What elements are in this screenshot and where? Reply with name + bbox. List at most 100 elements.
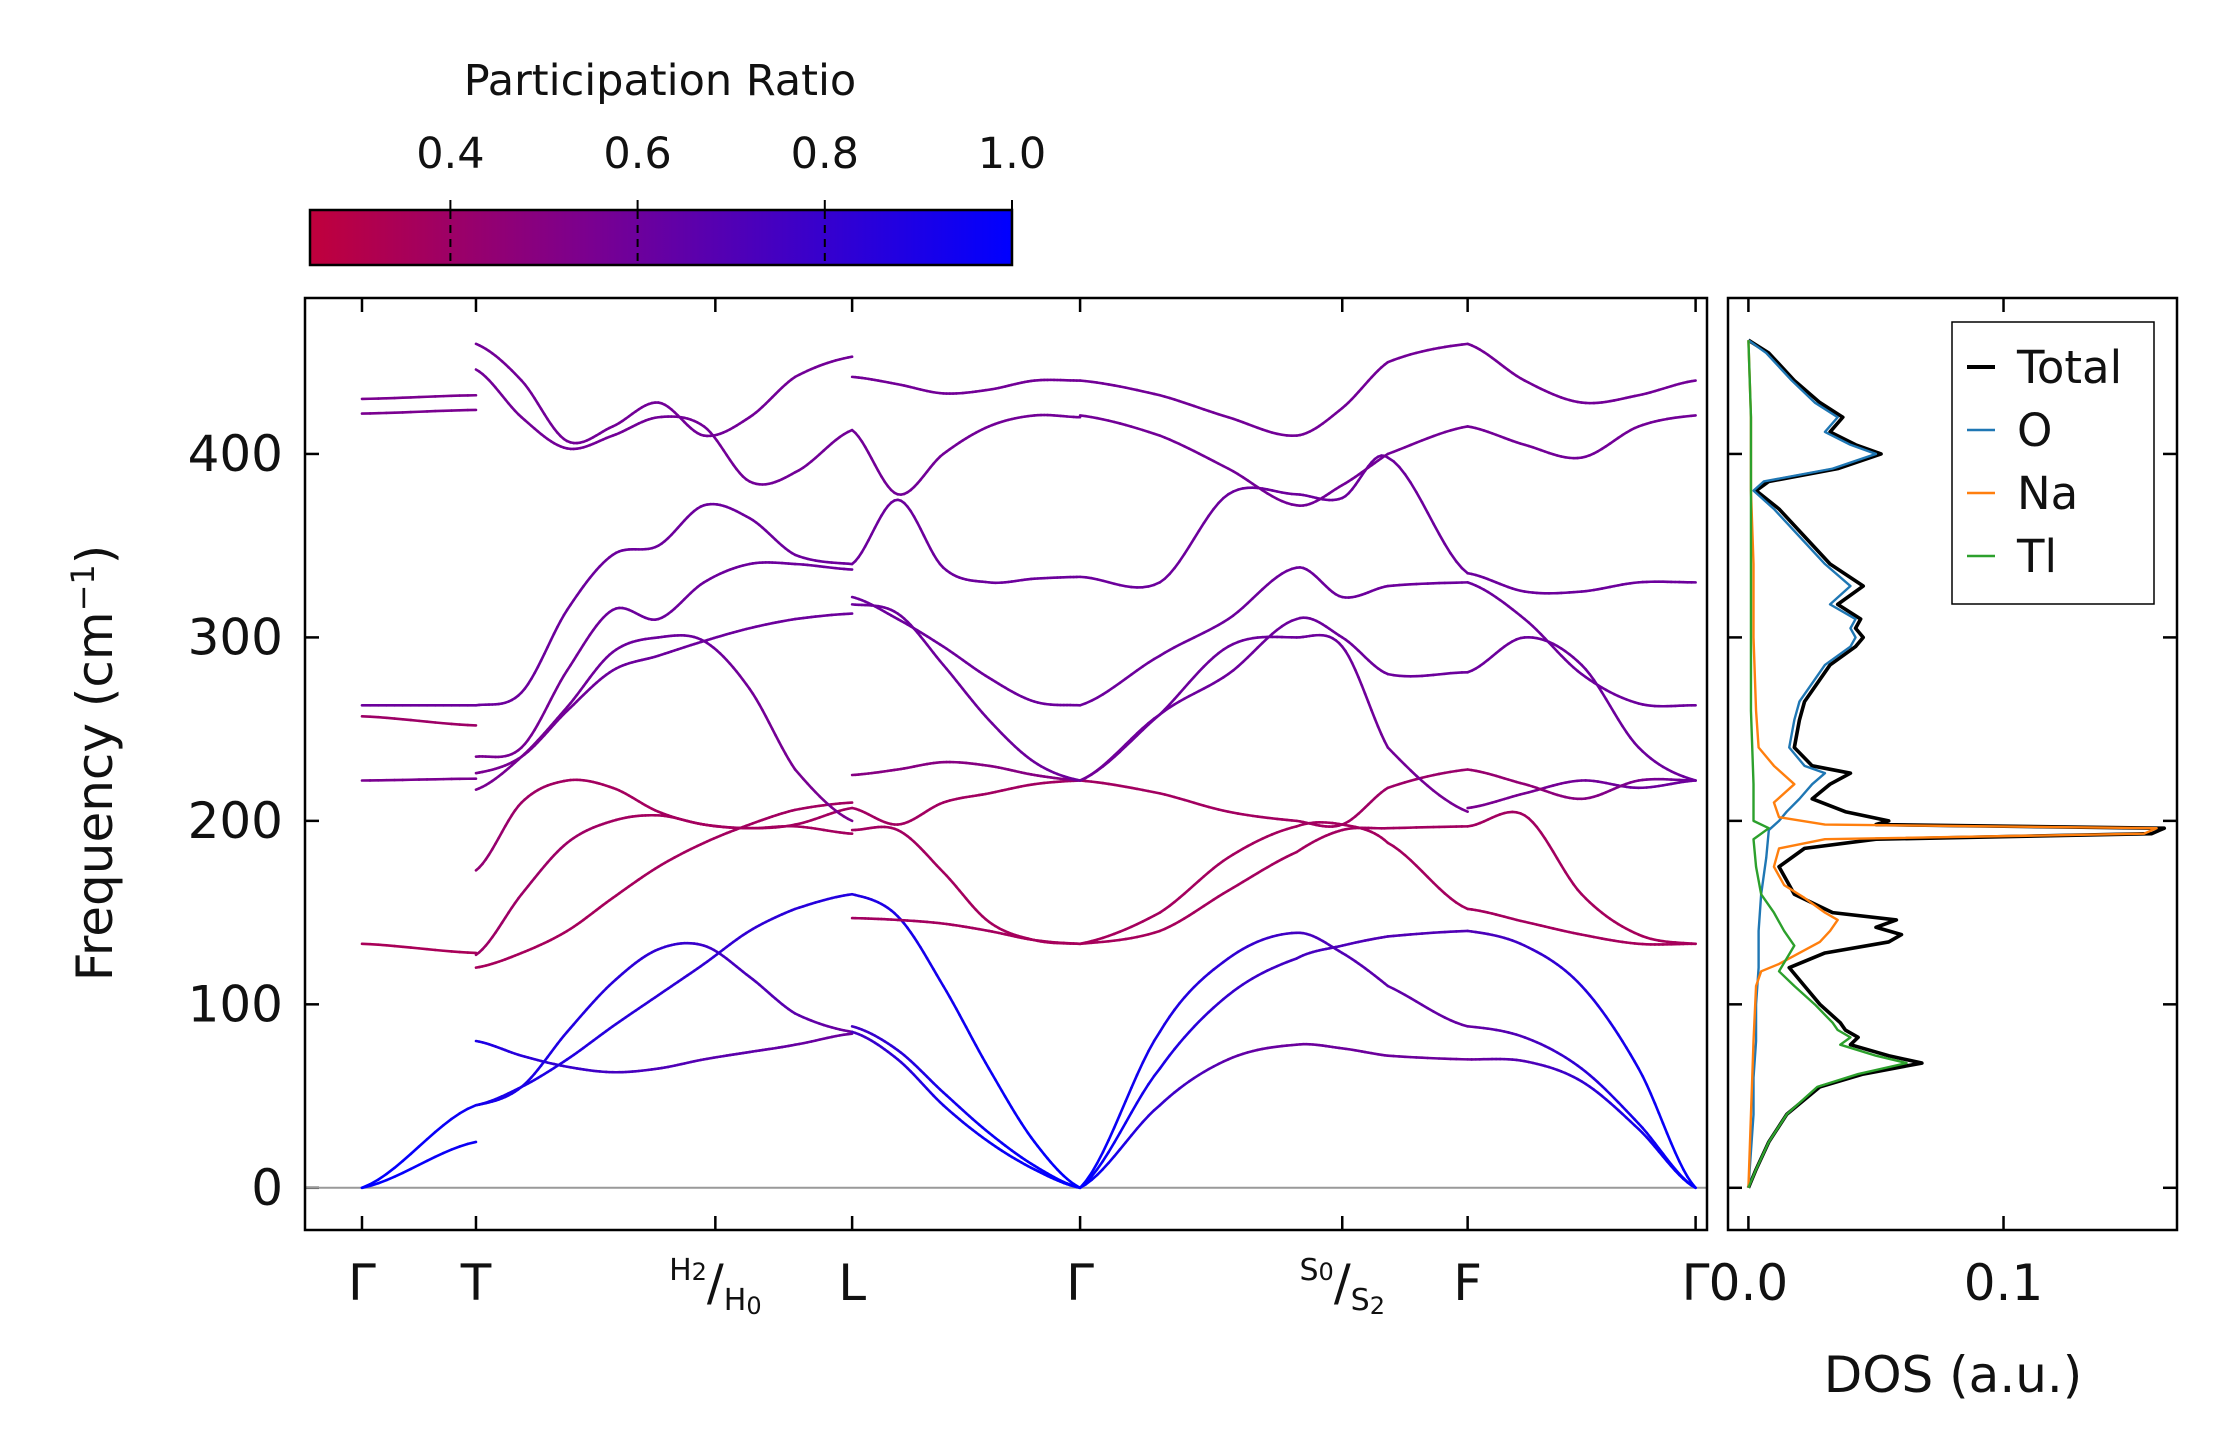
band-seg3-branch9 — [1420, 500, 1430, 515]
band-seg0-branch4 — [442, 721, 453, 726]
band-seg0-branch4 — [458, 723, 470, 727]
band-x-tick-label: T — [460, 1254, 492, 1312]
band-seg0-branch2 — [450, 950, 461, 954]
band-seg3-branch9 — [1415, 490, 1424, 504]
band-seg0-branch0 — [466, 1103, 478, 1111]
band-seg3-branch2 — [1095, 1150, 1105, 1165]
band-seg3-branch0 — [1147, 1108, 1156, 1118]
band-seg3-branch4 — [1432, 881, 1441, 890]
band-seg4-branch2 — [1637, 1067, 1644, 1078]
band-seg0-branch4 — [393, 717, 405, 721]
band-seg3-branch4 — [1420, 870, 1430, 879]
band-seg3-branch1 — [1168, 1047, 1176, 1057]
band-seg0-branch4 — [376, 715, 388, 720]
band-seg4-branch4 — [1559, 863, 1567, 874]
phonon-bands — [360, 342, 1697, 1190]
band-seg0-branch2 — [385, 944, 396, 948]
band-seg0-branch2 — [401, 945, 413, 949]
band-x-tick-label: L — [838, 1254, 866, 1312]
band-seg3-branch7 — [1118, 743, 1127, 752]
colorbar-tick-labels: 0.4 0.6 0.8 1.0 — [416, 129, 1046, 179]
colorbar-tick-label: 0.4 — [416, 129, 484, 179]
band-seg4-branch2 — [1641, 1074, 1649, 1086]
band-seg0-branch1 — [425, 1155, 437, 1163]
band-structure-panel: Γ T H2/H0 L Γ S0/S2 F Γ 0 100 200 300 400 Frequency… — [64, 296, 1710, 1320]
band-seg0-branch0 — [368, 1178, 380, 1186]
band-seg4-branch7 — [1604, 697, 1612, 708]
band-seg0-branch0 — [442, 1117, 453, 1127]
colorbar-gradient — [308, 208, 1014, 267]
legend-label-na: Na — [2017, 467, 2078, 520]
band-y-tick-label: 0 — [251, 1159, 283, 1217]
band-seg4-branch7 — [1690, 777, 1697, 782]
band-seg4-branch2 — [1678, 1160, 1685, 1171]
band-seg3-branch7 — [1124, 737, 1133, 746]
dos-curve-total — [1746, 338, 2167, 1189]
band-x-tick-label: Γ — [1682, 1254, 1710, 1312]
band-seg3-branch1 — [1118, 1121, 1127, 1135]
band-seg1-branch6 — [846, 817, 854, 823]
band-seg3-branch9 — [1207, 507, 1215, 518]
band-seg0-branch2 — [417, 947, 429, 951]
band-seg3-branch4 — [1426, 875, 1435, 885]
band-seg3-branch0 — [1101, 1161, 1110, 1171]
band-seg4-branch2 — [1629, 1053, 1636, 1063]
band-seg0-branch1 — [401, 1167, 413, 1175]
band-seg0-branch4 — [401, 717, 413, 722]
band-seg3-branch9 — [1202, 514, 1211, 525]
band-seg0-branch1 — [393, 1171, 405, 1178]
band-y-tick-label: 300 — [188, 608, 283, 666]
band-seg0-branch0 — [385, 1166, 396, 1176]
band-x-tick-label: H2/H0 — [669, 1253, 762, 1320]
band-seg0-branch1 — [368, 1181, 380, 1188]
band-seg3-branch2 — [1158, 1022, 1167, 1034]
band-seg3-branch1 — [1112, 1131, 1122, 1144]
band-seg3-branch6 — [1403, 763, 1412, 772]
band-seg0-branch0 — [425, 1130, 437, 1141]
band-seg3-branch6 — [1409, 769, 1418, 778]
band-seg0-branch1 — [417, 1159, 429, 1167]
colorbar-tick-label: 1.0 — [978, 129, 1046, 179]
band-seg3-branch2 — [1078, 1179, 1088, 1190]
colorbar-ticks — [449, 200, 1013, 264]
band-seg3-branch6 — [1373, 717, 1380, 728]
band-seg3-branch0 — [1112, 1148, 1122, 1158]
dos-x-tick-label: 0.0 — [1709, 1254, 1789, 1312]
colorbar-title: Participation Ratio — [464, 56, 857, 106]
band-seg3-branch6 — [1353, 668, 1360, 679]
dos-x-tick-labels: 0.0 0.1 — [1709, 1254, 2044, 1312]
band-seg0-branch0 — [433, 1123, 445, 1134]
band-seg3-branch0 — [1141, 1114, 1150, 1124]
band-seg0-branch4 — [385, 716, 396, 720]
dos-x-axis-label: DOS (a.u.) — [1824, 1346, 2083, 1404]
band-seg4-branch2 — [1682, 1168, 1689, 1178]
band-seg3-branch1 — [1090, 1168, 1099, 1178]
band-seg3-branch4 — [1409, 858, 1418, 867]
band-seg0-branch2 — [442, 949, 453, 953]
band-seg3-branch6 — [1370, 709, 1377, 720]
band-seg3-branch9 — [1197, 521, 1206, 533]
band-seg0-branch1 — [360, 1184, 372, 1190]
band-seg3-branch6 — [1124, 739, 1133, 748]
band-seg4-branch4 — [1555, 857, 1563, 867]
band-seg4-branch2 — [1653, 1102, 1661, 1115]
band-seg4-branch7 — [1612, 711, 1620, 721]
band-seg4-branch2 — [1657, 1112, 1665, 1125]
band-seg3-branch2 — [1168, 1008, 1176, 1018]
band-seg0-branch1 — [442, 1148, 453, 1155]
band-seg0-branch0 — [458, 1107, 470, 1115]
band-seg3-branch9 — [1454, 560, 1464, 570]
band-y-tick-labels: 0 100 200 300 400 — [188, 425, 283, 1217]
band-seg0-branch4 — [409, 718, 421, 723]
band-seg3-branch9 — [1392, 460, 1401, 469]
band-seg0-branch4 — [368, 715, 380, 719]
dos-axis-ticks — [1728, 298, 2177, 1230]
band-seg3-branch1 — [1101, 1150, 1110, 1163]
band-seg3-branch9 — [1426, 511, 1435, 525]
band-seg0-branch4 — [417, 719, 429, 724]
band-seg3-branch1 — [1107, 1141, 1116, 1154]
band-seg3-branch9 — [1178, 552, 1186, 563]
band-seg0-branch1 — [409, 1163, 421, 1171]
band-seg4-branch2 — [1645, 1083, 1653, 1096]
